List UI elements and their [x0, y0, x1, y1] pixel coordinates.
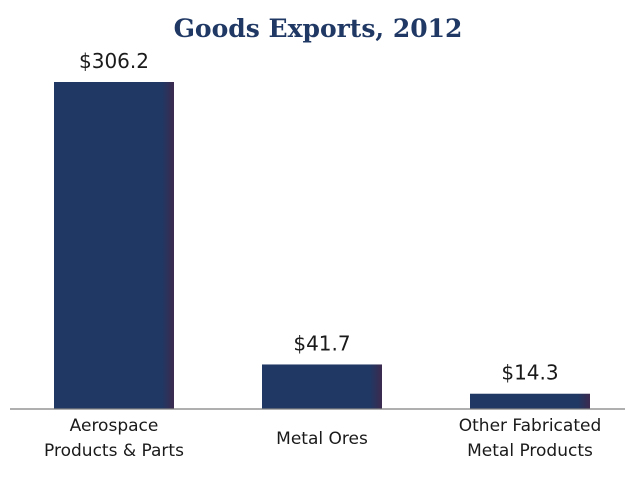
labels-layer: $306.2 Aerospace Products & Parts $41.7 Meta…	[44, 49, 601, 461]
bar-1	[54, 82, 174, 409]
bars-layer	[54, 82, 590, 409]
bar-2	[262, 364, 382, 409]
x-tick-label-3: Other Fabricated Metal Products	[459, 416, 602, 461]
bar-3	[470, 393, 590, 409]
x-tick-label-1: Aerospace Products & Parts	[44, 416, 184, 461]
data-label-2: $41.7	[293, 331, 350, 355]
chart-title: Goods Exports, 2012	[174, 14, 463, 43]
data-label-1: $306.2	[79, 49, 149, 73]
data-label-3: $14.3	[501, 361, 558, 385]
x-tick-label-2: Metal Ores	[276, 429, 368, 449]
